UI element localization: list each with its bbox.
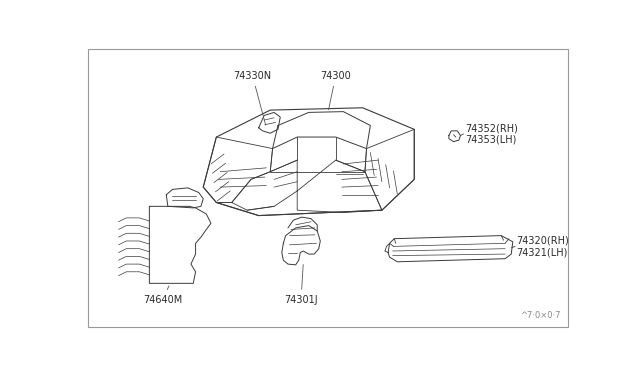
Text: 74330N: 74330N — [234, 71, 271, 125]
Text: 74320(RH)
74321(LH): 74320(RH) 74321(LH) — [516, 235, 570, 257]
Text: 74640M: 74640M — [143, 286, 182, 305]
Text: 74352(RH)
74353(LH): 74352(RH) 74353(LH) — [465, 123, 518, 145]
Text: ^7·0×0·7: ^7·0×0·7 — [520, 311, 561, 320]
Text: 74301J: 74301J — [284, 264, 318, 305]
Text: 74300: 74300 — [321, 71, 351, 110]
